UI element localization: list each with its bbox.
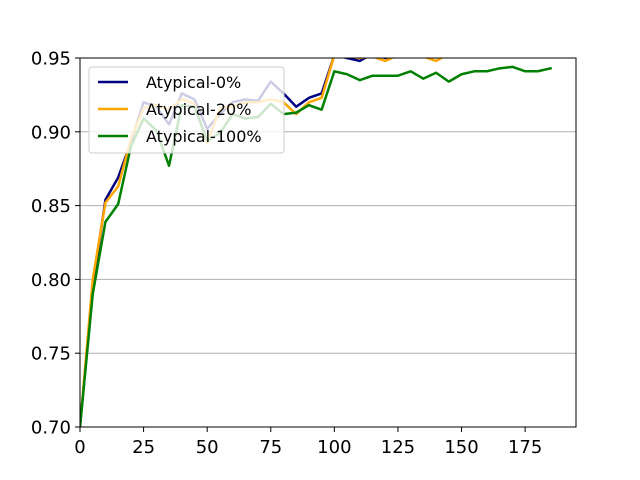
x-tick-label: 100	[317, 437, 351, 458]
x-tick-label: 75	[259, 437, 282, 458]
legend-label: Atypical-0%	[146, 73, 241, 92]
x-tick-label: 0	[74, 437, 85, 458]
legend-frame	[88, 66, 285, 154]
x-tick-label: 150	[444, 437, 478, 458]
y-tick-label: 0.85	[31, 196, 71, 217]
tick-layer: 0.70 0.75 0.80 0.85 0.90 0.95 0 25 50 75 100 125 150…	[31, 49, 542, 459]
y-tick-label: 0.70	[31, 418, 71, 439]
plot-frame	[79, 57, 577, 428]
y-tick-label: 0.75	[31, 344, 71, 365]
x-tick-label: 50	[196, 437, 219, 458]
x-tick-label: 25	[132, 437, 155, 458]
x-tick-label: 125	[381, 437, 415, 458]
legend: Atypical-0% Atypical-20% Atypical-100%	[88, 66, 285, 154]
y-tick-label: 0.95	[31, 49, 71, 70]
legend-label: Atypical-20%	[146, 100, 251, 119]
y-tick-label: 0.80	[31, 270, 71, 291]
x-tick-label: 175	[508, 437, 542, 458]
legend-label: Atypical-100%	[146, 127, 262, 146]
y-tick-label: 0.90	[31, 122, 71, 143]
